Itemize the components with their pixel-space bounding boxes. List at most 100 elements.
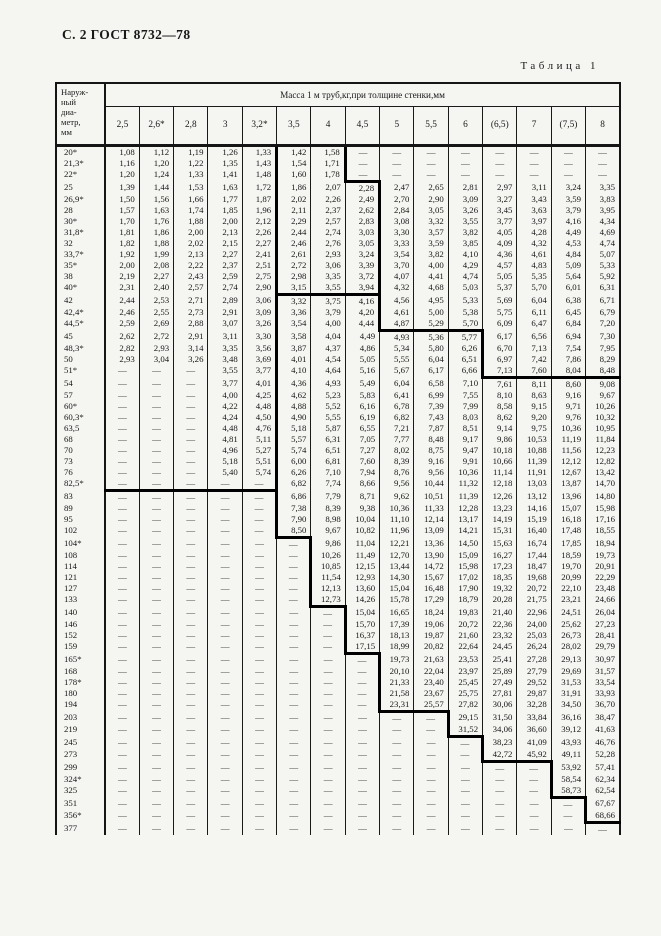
mass-cell: 15,98 [585, 502, 620, 514]
mass-cell: 29,52 [516, 676, 552, 688]
diameter-cell: 102 [56, 524, 106, 537]
mass-cell: 17,85 [550, 537, 586, 550]
mass-cell: — [173, 455, 208, 467]
mass-cell: 5,87 [310, 422, 346, 434]
mass-cell: 2,28 [344, 181, 380, 194]
mass-cell: — [379, 157, 414, 169]
table-row: 178* — — — — — — — —21,33 23,40 25,45 27,49 29,52 31,… [56, 676, 620, 688]
mass-cell: 34,06 [482, 723, 517, 736]
mass-cell: 22,64 [447, 640, 483, 653]
mass-cell: 46,76 [585, 736, 620, 749]
mass-cell: — [447, 736, 483, 749]
mass-cell: — [138, 549, 174, 561]
mass-cell: — [482, 822, 517, 835]
mass-cell: 9,71 [550, 400, 586, 412]
mass-cell: — [241, 822, 277, 835]
mass-cell: 6,41 [379, 389, 414, 401]
mass-cell: 4,10 [447, 248, 483, 260]
mass-cell: — [173, 389, 208, 401]
mass-cell: 2,43 [173, 270, 208, 282]
mass-cell: 1,88 [173, 215, 208, 227]
mass-cell: 27,28 [516, 653, 552, 666]
mass-cell: 23,32 [482, 629, 517, 641]
mass-cell: 12,26 [482, 490, 517, 503]
mass-cell: — [138, 822, 174, 835]
mass-cell: — [379, 784, 414, 797]
mass-cell: — [413, 773, 449, 785]
table-row: 51* — — —3,55 3,77 4,10 4,64 5,16 5,67 6,17 6,66 7,… [56, 364, 620, 379]
diameter-cell: 76 [56, 466, 106, 478]
mass-cell: — [104, 502, 140, 514]
mass-cell: 3,55 [447, 215, 483, 227]
mass-cell: — [104, 761, 140, 774]
mass-cell: 6,99 [413, 389, 449, 401]
mass-cell: — [241, 524, 277, 537]
mass-cell: 12,15 [344, 560, 380, 572]
mass-cell: 5,75 [482, 306, 517, 318]
mass-cell: 10,44 [413, 477, 449, 490]
mass-cell: 25,62 [550, 618, 586, 630]
diameter-cell: 140 [56, 606, 106, 619]
mass-cell: 4,00 [310, 317, 346, 330]
mass-cell: — [207, 593, 243, 606]
mass-cell: — [276, 784, 311, 797]
mass-cell: 24,00 [516, 618, 552, 630]
mass-cell: — [138, 653, 174, 666]
mass-cell: 4,86 [344, 342, 380, 354]
mass-cell: 3,43 [516, 193, 552, 205]
mass-cell: 29,79 [585, 640, 620, 653]
mass-cell: 20,28 [482, 593, 517, 606]
mass-cell: 4,61 [516, 248, 552, 260]
mass-cell: 3,26 [241, 317, 277, 330]
mass-cell: — [173, 411, 208, 423]
mass-cell: 58,54 [549, 773, 586, 785]
diameter-cell: 299 [56, 761, 106, 774]
diameter-cell: 22* [56, 168, 106, 181]
diameter-cell: 70 [56, 444, 106, 456]
mass-cell: 2,98 [275, 270, 311, 282]
table-row: 48,3* 2,82 2,93 3,14 3,35 3,56 3,87 4,37 4,86 5,3… [56, 342, 620, 354]
mass-cell: 2,47 [378, 181, 414, 194]
mass-cell: 32,28 [516, 698, 552, 711]
mass-cell: 14,26 [344, 593, 380, 606]
mass-cell: 12,73 [309, 593, 346, 608]
diameter-cell: 31,8* [56, 226, 106, 238]
mass-cell: 29,69 [550, 665, 586, 677]
diameter-cell: 273 [56, 748, 106, 761]
mass-cell: 5,33 [585, 259, 620, 271]
mass-cell: 1,63 [207, 181, 243, 194]
mass-cell: 2,57 [173, 281, 208, 294]
diameter-cell: 108 [56, 549, 106, 561]
mass-cell: 25,57 [413, 698, 449, 713]
mass-cell: 5,40 [207, 466, 243, 478]
mass-cell: 20,72 [447, 618, 483, 630]
mass-cell: — [482, 168, 517, 181]
mass-cell: — [344, 687, 380, 699]
mass-cell: 4,07 [378, 270, 414, 282]
table-row: 54— — —3,77 4,01 4,36 4,93 5,49 6,04 6,58 7,10 7,6… [56, 377, 620, 390]
mass-cell: 41,09 [516, 736, 552, 749]
mass-cell: 5,18 [275, 422, 311, 434]
mass-cell: — [241, 761, 277, 774]
mass-cell: 3,77 [207, 377, 243, 390]
mass-cell: 6,17 [481, 330, 517, 343]
mass-cell: 6,51 [310, 444, 346, 456]
mass-cell: 3,24 [344, 248, 380, 260]
mass-cell: 7,39 [413, 400, 449, 412]
mass-cell: 3,06 [241, 294, 277, 307]
mass-cell: — [138, 502, 174, 514]
mass-cell: 4,74 [447, 270, 483, 282]
mass-cell: 4,53 [550, 237, 586, 249]
mass-cell: 28,02 [550, 640, 586, 653]
mass-cell: — [343, 145, 380, 158]
mass-cell: 16,74 [516, 537, 552, 550]
mass-cell: 6,81 [310, 455, 346, 467]
mass-cell: 3,97 [516, 215, 552, 227]
diameter-cell: 83 [56, 490, 106, 503]
mass-cell: 23,21 [550, 593, 586, 606]
mass-cell: — [138, 723, 174, 736]
diameter-cell: 178* [56, 676, 106, 688]
mass-cell: 6,71 [585, 294, 620, 307]
mass-cell: — [447, 797, 483, 810]
mass-cell: 1,56 [138, 193, 174, 205]
